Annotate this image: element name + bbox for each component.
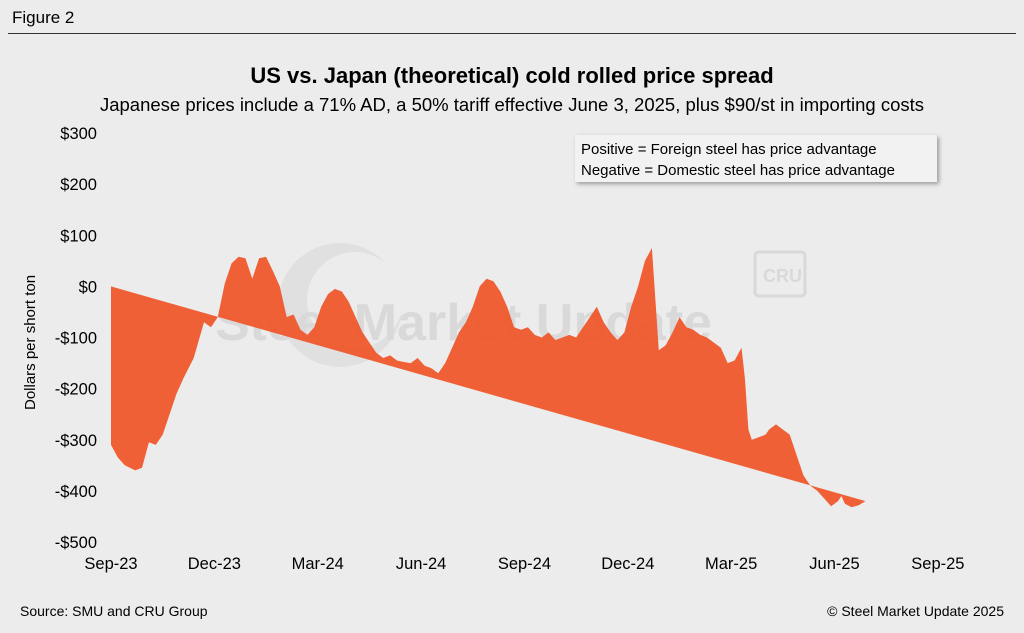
x-tick-label: Mar-24: [292, 555, 344, 573]
source-note: Source: SMU and CRU Group: [20, 603, 208, 619]
x-tick-label: Jun-24: [396, 555, 446, 573]
y-tick-label: $0: [79, 278, 97, 296]
x-tick-label: Dec-24: [601, 555, 654, 573]
y-tick-label: -$300: [55, 432, 97, 450]
y-tick-label: $100: [60, 227, 97, 245]
y-tick-label: -$200: [55, 381, 97, 399]
x-tick-label: Sep-25: [911, 555, 964, 573]
header-divider: [8, 33, 1016, 34]
y-tick-label: $300: [60, 125, 97, 143]
x-tick-label: Sep-23: [84, 555, 137, 573]
x-tick-label: Dec-23: [188, 555, 241, 573]
watermark-logo-text: CRU: [763, 266, 802, 286]
copyright-note: © Steel Market Update 2025: [827, 603, 1004, 619]
x-tick-label: Sep-24: [498, 555, 551, 573]
annotation-box: Positive = Foreign steel has price advan…: [575, 135, 937, 182]
chart-title: US vs. Japan (theoretical) cold rolled p…: [250, 63, 774, 88]
y-axis-label: Dollars per short ton: [22, 275, 39, 410]
y-tick-label: -$400: [55, 483, 97, 501]
y-tick-label: -$500: [55, 534, 97, 552]
chart-subtitle: Japanese prices include a 71% AD, a 50% …: [99, 94, 925, 115]
x-tick-label: Mar-25: [705, 555, 757, 573]
spread-area-series: [111, 248, 866, 508]
y-tick-label: -$100: [55, 330, 97, 348]
figure-label: Figure 2: [12, 8, 75, 27]
annotation-positive: Positive = Foreign steel has price advan…: [581, 141, 877, 158]
watermark-logo-icon: [753, 250, 807, 298]
y-tick-label: $200: [60, 176, 97, 194]
x-tick-label: Jun-25: [809, 555, 859, 573]
annotation-negative: Negative = Domestic steel has price adva…: [581, 162, 895, 179]
